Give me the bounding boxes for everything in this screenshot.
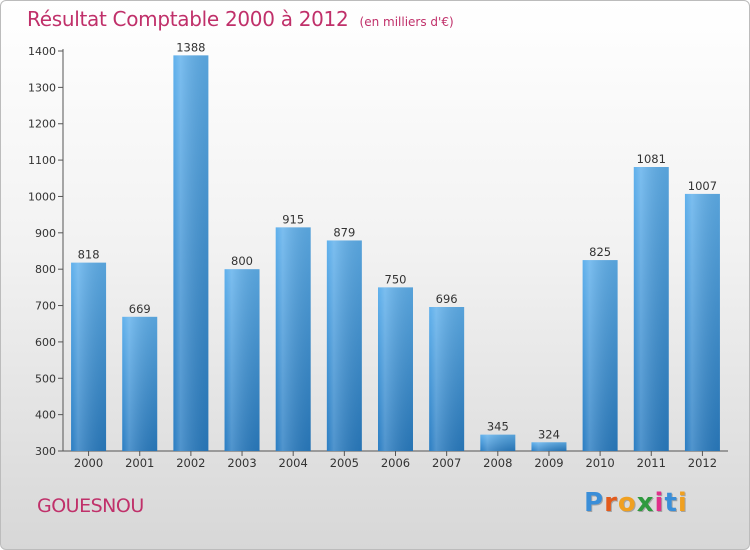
y-tick-label: 400	[35, 409, 56, 422]
y-tick-label: 1300	[28, 81, 56, 94]
data-label-2011: 1081	[637, 152, 666, 166]
x-tick-label: 2005	[330, 456, 359, 470]
x-tick-label: 2002	[176, 456, 205, 470]
data-label-2012: 1007	[688, 179, 717, 193]
proxiti-logo[interactable]: Proxiti	[584, 488, 688, 518]
bar-shine-2007	[429, 307, 465, 451]
x-tick-label: 2003	[227, 456, 256, 470]
data-label-2008: 345	[487, 420, 509, 434]
x-tick-label: 2001	[125, 456, 154, 470]
bars: 818 669 1388 800 915 879 750 696 345 324 825 1081 10…	[71, 40, 720, 451]
logo-letter: t	[664, 488, 678, 518]
bar-shine-2006	[378, 287, 413, 451]
logo-letter: i	[654, 488, 665, 518]
logo-letter: i	[677, 488, 688, 518]
data-label-2007: 696	[436, 292, 458, 306]
y-axis: 300 400 500 600 700 800 900 1000 1100 1200 1300 140…	[28, 45, 64, 458]
bar-shine-2000	[71, 262, 107, 451]
chart-title: Résultat Comptable 2000 à 2012	[27, 7, 349, 31]
x-tick-label: 2012	[688, 456, 717, 470]
x-tick-label: 2007	[432, 456, 461, 470]
y-tick-label: 900	[35, 227, 56, 240]
data-label-2001: 669	[129, 302, 151, 316]
y-tick-label: 500	[35, 372, 56, 385]
data-label-2009: 324	[538, 427, 560, 441]
data-label-2000: 818	[78, 248, 100, 262]
x-tick-label: 2000	[74, 456, 103, 470]
y-tick-label: 1000	[28, 190, 56, 203]
city-name: GOUESNOU	[37, 495, 144, 517]
bar-shine-2008	[480, 434, 516, 451]
y-tick-label: 1100	[28, 154, 56, 167]
y-tick-label: 1400	[28, 45, 56, 58]
x-tick-label: 2010	[585, 456, 614, 470]
data-label-2004: 915	[282, 212, 304, 226]
logo-letter: o	[617, 488, 637, 518]
y-tick-label: 800	[35, 263, 56, 276]
x-tick-label: 2004	[279, 456, 308, 470]
x-tick-label: 2011	[637, 456, 666, 470]
bar-shine-2003	[224, 269, 260, 451]
x-axis: 2000 2001 2002 2003 2004 2005 2006 2007 2008 2009…	[63, 450, 728, 470]
y-tick-label: 300	[35, 445, 56, 458]
x-tick-label: 2006	[381, 456, 410, 470]
y-tick-label: 600	[35, 336, 56, 349]
bar-shine-2009	[531, 442, 567, 451]
x-tick-label: 2009	[534, 456, 563, 470]
data-label-2003: 800	[231, 254, 253, 268]
x-tick-label: 2008	[483, 456, 512, 470]
title-row: Résultat Comptable 2000 à 2012 (en milli…	[27, 7, 454, 31]
logo-letter: r	[604, 488, 618, 518]
bar-shine-2005	[326, 240, 362, 451]
logo-letter: x	[636, 488, 655, 518]
bar-shine-2011	[633, 167, 669, 451]
data-label-2005: 879	[333, 225, 355, 239]
data-label-2010: 825	[589, 245, 611, 259]
bar-shine-2012	[684, 193, 720, 451]
bar-shine-2002	[173, 55, 209, 451]
y-tick-label: 700	[35, 300, 56, 313]
y-tick-label: 1200	[28, 118, 56, 131]
chart-subtitle: (en milliers d'€)	[359, 15, 454, 29]
data-label-2006: 750	[385, 272, 407, 286]
bar-shine-2010	[582, 260, 618, 451]
bar-shine-2004	[275, 227, 311, 451]
data-label-2002: 1388	[176, 40, 205, 54]
logo-letter: P	[584, 488, 605, 518]
bar-shine-2001	[122, 316, 158, 451]
